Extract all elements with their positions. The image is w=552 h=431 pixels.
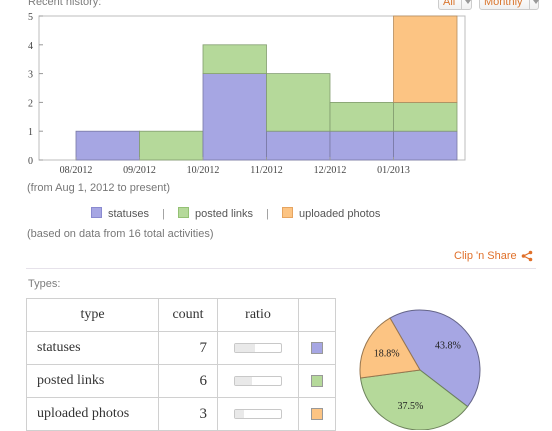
count-cell: 7 — [158, 331, 218, 365]
period-select[interactable]: Monthly — [479, 0, 539, 10]
date-range-note: (from Aug 1, 2012 to present) — [27, 182, 171, 194]
count-cell: 3 — [158, 397, 218, 431]
table-row: posted links 6 — [26, 364, 336, 398]
legend-label: uploaded photos — [299, 208, 381, 220]
bar-segment — [266, 130, 331, 161]
y-tick-label: 5 — [28, 12, 33, 23]
pie-slice-label: 18.8% — [374, 349, 400, 360]
types-label: Types: — [28, 278, 61, 290]
ratio-bar-fill — [235, 410, 244, 418]
legend-item-statuses: statuses — [91, 207, 149, 220]
bar-segment — [266, 73, 331, 132]
legend-swatch — [91, 207, 102, 218]
column-header-ratio: ratio — [217, 298, 299, 332]
legend-separator: | — [162, 208, 165, 220]
type-cell: statuses — [26, 331, 159, 365]
legend-label: posted links — [194, 208, 254, 220]
x-tick-label: 09/2012 — [123, 165, 156, 176]
types-pie-chart: 43.8% 37.5% 18.8% — [359, 309, 481, 430]
color-swatch — [311, 342, 323, 354]
ratio-bar-fill — [235, 344, 256, 352]
period-value: Monthly — [484, 0, 523, 8]
y-tick-label: 4 — [28, 41, 33, 52]
x-tick-label: 08/2012 — [60, 165, 93, 176]
table-row: uploaded photos 3 — [26, 397, 336, 431]
bar-segment — [202, 73, 267, 161]
legend-item-posted-links: posted links — [177, 207, 254, 220]
pie-slice — [389, 309, 481, 408]
clip-share-label: Clip 'n Share — [454, 250, 517, 262]
x-tick-label: 01/2013 — [377, 165, 410, 176]
swatch-cell — [298, 364, 336, 398]
type-cell: uploaded photos — [26, 397, 159, 431]
legend-swatch — [282, 207, 294, 218]
section-divider — [26, 268, 536, 269]
color-swatch — [311, 375, 323, 387]
legend-label: statuses — [108, 208, 149, 220]
x-tick-label: 10/2012 — [187, 165, 220, 176]
pie-slice-label: 43.8% — [435, 340, 461, 351]
count-cell: 6 — [158, 364, 218, 398]
y-tick-label: 0 — [28, 156, 33, 167]
bar-segment — [139, 130, 204, 161]
swatch-cell — [298, 331, 336, 365]
recent-history-label: Recent history: — [28, 0, 102, 8]
pie-slice — [359, 317, 421, 379]
history-chart: 0 1 2 3 4 5 08/2012 09/2012 10/2012 11/2012 12/201… — [28, 12, 466, 176]
bar-segment — [329, 102, 394, 132]
ratio-cell — [217, 364, 299, 398]
legend-separator: | — [266, 208, 269, 220]
bar-segment — [75, 130, 140, 161]
y-tick-label: 3 — [28, 70, 33, 81]
x-tick-label: 12/2012 — [314, 165, 347, 176]
clip-share-button[interactable]: Clip 'n Share — [454, 250, 533, 262]
bar-segment — [393, 130, 458, 161]
swatch-cell — [298, 397, 336, 431]
y-tick-label: 1 — [28, 127, 33, 138]
table-header-row: type count ratio — [26, 298, 336, 332]
data-basis-note: (based on data from 16 total activities) — [27, 228, 214, 240]
type-cell: posted links — [26, 364, 159, 398]
ratio-cell — [217, 331, 299, 365]
chart-legend: statuses | posted links | uploaded photo… — [91, 207, 380, 220]
pie-slice-label: 37.5% — [397, 401, 423, 412]
share-icon — [521, 250, 532, 262]
bar-segment — [393, 102, 458, 132]
color-swatch — [311, 408, 323, 420]
ratio-bar-fill — [235, 377, 253, 385]
ratio-bar — [234, 376, 282, 386]
bar-segment — [393, 15, 458, 103]
bar-segment — [202, 44, 267, 74]
activity-filter-select[interactable]: All — [438, 0, 472, 10]
chevron-down-icon — [528, 0, 539, 9]
activity-filter-value: All — [443, 0, 456, 8]
column-header-count: count — [158, 298, 218, 332]
chevron-down-icon — [461, 0, 471, 9]
ratio-bar — [234, 343, 282, 353]
legend-swatch — [177, 207, 189, 218]
types-table: type count ratio statuses 7 posted links… — [26, 298, 336, 431]
ratio-bar — [234, 409, 282, 419]
table-row: statuses 7 — [26, 331, 336, 365]
legend-item-uploaded-photos: uploaded photos — [282, 207, 381, 220]
column-header-type: type — [26, 298, 159, 332]
y-tick-label: 2 — [28, 98, 33, 109]
column-header-color — [298, 298, 336, 332]
x-tick-label: 11/2012 — [250, 165, 282, 176]
bar-segment — [329, 130, 394, 161]
ratio-cell — [217, 397, 299, 431]
